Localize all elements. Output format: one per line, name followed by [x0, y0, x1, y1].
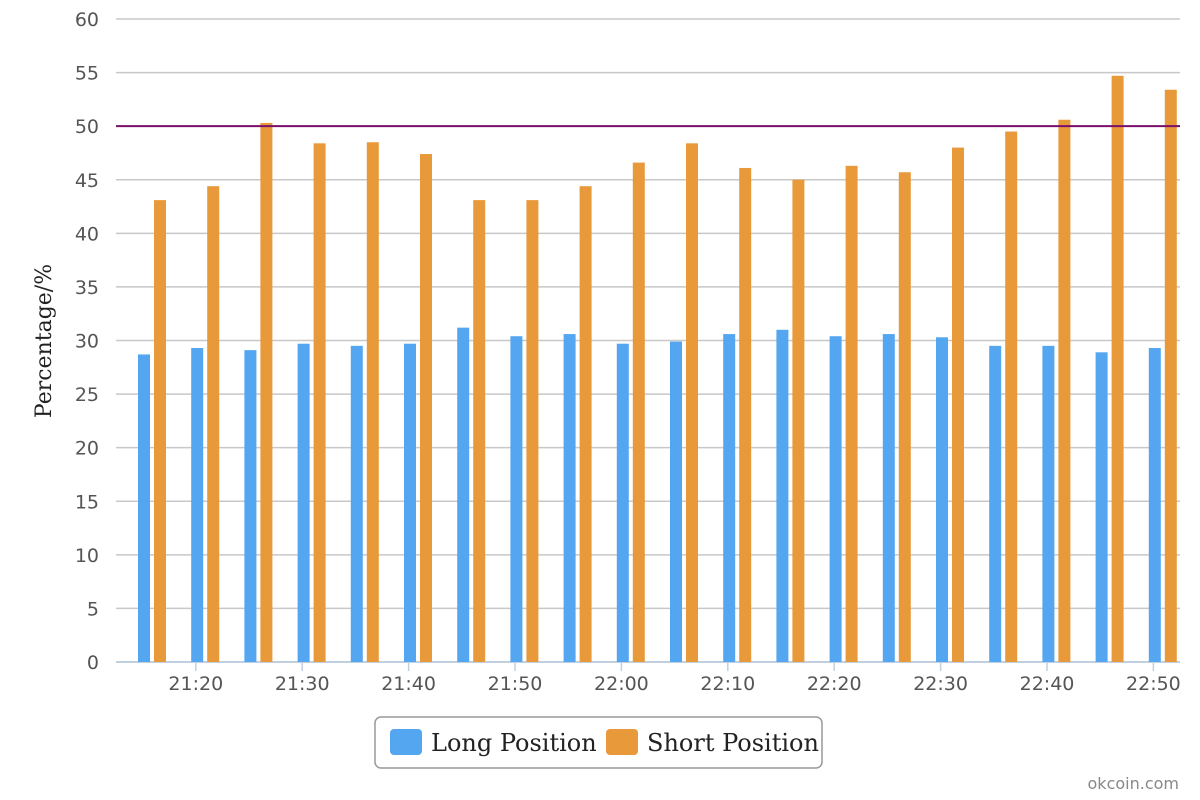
y-tick-label: 55 [75, 63, 99, 85]
bar-short-position[interactable] [898, 172, 911, 662]
bar-long-position[interactable] [1095, 352, 1108, 662]
bar-long-position[interactable] [1148, 348, 1161, 662]
bar-long-position[interactable] [244, 350, 257, 662]
bar-short-position[interactable] [473, 200, 486, 662]
x-tick-label: 22:40 [1020, 673, 1075, 695]
bar-long-position[interactable] [776, 329, 789, 662]
bar-short-position[interactable] [420, 154, 432, 662]
legend-box [374, 716, 823, 769]
legend-item-long[interactable]: Long Position [390, 729, 597, 757]
y-tick-label: 60 [75, 9, 99, 31]
x-tick-label: 22:30 [913, 673, 968, 695]
y-tick-label: 15 [75, 491, 99, 513]
y-tick-label: 30 [75, 331, 99, 353]
bar-short-position[interactable] [792, 179, 805, 662]
bar-long-position[interactable] [670, 341, 682, 662]
y-tick-label: 40 [75, 223, 99, 245]
x-tick-label: 21:50 [488, 673, 543, 695]
bar-short-position[interactable] [632, 162, 645, 662]
x-tick-label: 22:00 [594, 673, 649, 695]
bar-short-position[interactable] [1005, 131, 1018, 662]
bar-short-position[interactable] [579, 186, 592, 662]
bar-short-position[interactable] [952, 147, 964, 663]
y-tick-label: 5 [87, 598, 99, 620]
legend-swatch-long [390, 729, 422, 755]
bar-short-position[interactable] [1111, 75, 1124, 662]
bar-short-position[interactable] [313, 143, 326, 662]
bar-long-position[interactable] [936, 337, 948, 662]
bar-short-position[interactable] [154, 200, 166, 662]
bar-long-position[interactable] [297, 343, 310, 662]
bars [138, 75, 1177, 663]
legend[interactable]: Long Position Short Position [374, 716, 823, 769]
y-tick-label: 50 [75, 116, 99, 138]
grid-lines [116, 18, 1180, 663]
y-tick-label: 0 [87, 652, 99, 674]
bar-short-position[interactable] [1164, 89, 1177, 663]
legend-label-long: Long Position [431, 729, 597, 757]
bar-long-position[interactable] [404, 343, 416, 662]
x-tick-label: 22:50 [1126, 673, 1181, 695]
bar-long-position[interactable] [616, 343, 629, 662]
y-axis: 0 5 10 15 20 25 30 35 40 45 50 55 60 [75, 9, 99, 674]
credit-text[interactable]: okcoin.com [1088, 774, 1179, 793]
bar-short-position[interactable] [845, 165, 858, 662]
x-tick-label: 21:20 [168, 673, 223, 695]
x-tick-label: 22:10 [700, 673, 755, 695]
y-axis-title: Percentage/% [32, 264, 57, 418]
legend-item-short[interactable]: Short Position [606, 729, 819, 757]
bar-short-position[interactable] [1058, 119, 1071, 662]
x-tick-label: 21:40 [381, 673, 436, 695]
bar-long-position[interactable] [457, 327, 470, 662]
bar-short-position[interactable] [207, 186, 220, 662]
bar-short-position[interactable] [260, 122, 273, 663]
y-tick-label: 35 [75, 277, 99, 299]
y-tick-label: 45 [75, 170, 99, 192]
bar-long-position[interactable] [510, 336, 523, 662]
y-tick-label: 10 [75, 545, 99, 567]
x-axis: 21:20 21:30 21:40 21:50 22:00 22:10 22:20 22:30… [168, 662, 1181, 695]
bar-short-position[interactable] [366, 142, 379, 662]
bar-long-position[interactable] [191, 348, 204, 662]
x-tick-label: 22:20 [807, 673, 862, 695]
legend-swatch-short [606, 729, 638, 755]
bar-short-position[interactable] [739, 167, 752, 662]
bar-long-position[interactable] [989, 345, 1002, 662]
bar-long-position[interactable] [563, 334, 576, 662]
bar-short-position[interactable] [686, 143, 698, 662]
bar-long-position[interactable] [1042, 345, 1055, 662]
bar-long-position[interactable] [350, 345, 363, 662]
bar-long-position[interactable] [138, 354, 150, 662]
bar-short-position[interactable] [526, 200, 539, 662]
bar-long-position[interactable] [723, 334, 736, 662]
bar-long-position[interactable] [882, 334, 895, 662]
bar-long-position[interactable] [829, 336, 842, 662]
legend-label-short: Short Position [647, 729, 819, 757]
y-tick-label: 25 [75, 384, 99, 406]
y-tick-label: 20 [75, 438, 99, 460]
x-tick-label: 21:30 [275, 673, 330, 695]
